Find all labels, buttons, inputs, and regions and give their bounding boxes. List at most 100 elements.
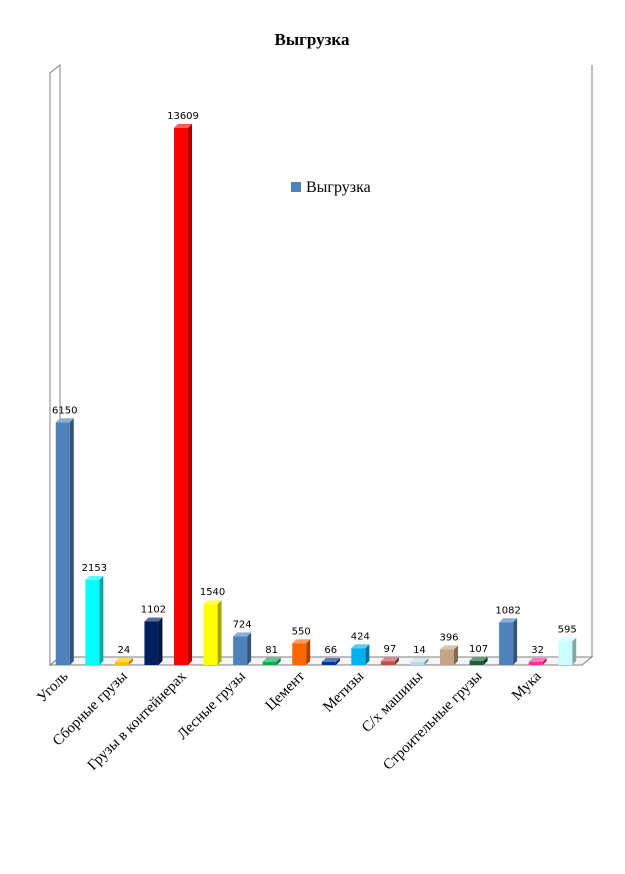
bar-side	[247, 632, 252, 665]
data-label: 107	[469, 644, 488, 655]
bar	[440, 645, 458, 665]
bar-top	[262, 657, 281, 662]
bar-side	[483, 656, 488, 665]
bar-side	[394, 657, 399, 665]
data-label: 14	[413, 645, 426, 656]
data-label: 1082	[495, 605, 520, 616]
bar-top	[233, 632, 252, 637]
legend: Выгрузка	[291, 179, 371, 196]
bar-top	[292, 639, 311, 644]
data-labels-group: 6150 2153 24 1102 13609 1540 724 81 550 66 424 97 14…	[52, 111, 577, 656]
category-label: Уголь	[34, 668, 71, 705]
bar-side	[306, 639, 311, 665]
bar-side	[217, 600, 222, 665]
bar	[262, 657, 281, 665]
bar-front	[321, 662, 336, 665]
bar-side	[69, 418, 74, 665]
bar-front	[292, 643, 307, 665]
data-label: 81	[265, 645, 278, 656]
bar-side	[513, 618, 518, 665]
bar	[321, 658, 340, 665]
chart-walls	[48, 63, 594, 667]
bar	[499, 618, 518, 665]
data-label: 424	[351, 631, 370, 642]
bar-top	[114, 658, 133, 662]
legend-swatch	[291, 182, 301, 192]
data-label: 595	[558, 625, 577, 636]
bar	[410, 658, 429, 665]
data-label: 550	[292, 626, 311, 637]
bar	[558, 637, 577, 665]
bar-front	[410, 662, 425, 665]
bar-front	[558, 641, 573, 665]
data-label: 32	[531, 645, 544, 656]
category-label: Грузы в контейнерах	[85, 668, 191, 774]
bar-side	[276, 657, 281, 665]
bar	[351, 644, 370, 665]
data-label: 2153	[82, 563, 107, 574]
bar-side	[542, 658, 547, 665]
bar-side	[365, 644, 370, 665]
bar-side	[424, 658, 429, 665]
bar-front	[203, 604, 218, 665]
data-label: 13609	[167, 111, 199, 122]
legend-label: Выгрузка	[306, 179, 371, 196]
bar	[380, 657, 399, 665]
bar-front	[114, 662, 129, 665]
bar-top	[55, 418, 74, 423]
data-label: 6150	[52, 405, 77, 416]
bars-group	[55, 123, 577, 665]
bar-front	[528, 662, 543, 665]
bar-top	[321, 658, 340, 662]
bar-front	[440, 649, 454, 665]
bar-top	[144, 617, 163, 622]
bar	[469, 656, 488, 665]
bar	[55, 418, 74, 665]
bar-top	[174, 123, 192, 128]
bar-top	[203, 600, 222, 605]
bar-side	[454, 645, 458, 665]
bar	[292, 639, 311, 665]
category-label: Метизы	[320, 669, 367, 716]
category-label: Строительные грузы	[380, 669, 485, 774]
bar	[528, 658, 547, 665]
bar-front	[174, 127, 188, 665]
chart-title: Выгрузка	[275, 30, 350, 49]
bar-side	[99, 576, 104, 665]
data-label: 24	[118, 645, 131, 656]
category-label: Мука	[509, 668, 545, 704]
bar-front	[469, 660, 484, 665]
data-label: 396	[439, 632, 458, 643]
bar-front	[351, 648, 366, 665]
data-label: 1540	[200, 587, 225, 598]
bar	[85, 576, 104, 665]
bar	[144, 617, 163, 665]
bar	[233, 632, 252, 665]
bar-top	[380, 657, 399, 662]
bar-front	[55, 422, 70, 665]
data-label: 1102	[141, 605, 166, 616]
bar-top	[558, 637, 577, 642]
bar-top	[351, 644, 370, 649]
bar-top	[469, 656, 488, 661]
bar	[114, 658, 133, 665]
bar-side	[335, 658, 340, 665]
bar	[174, 123, 192, 665]
bar-side	[572, 637, 577, 665]
bar-side	[128, 658, 133, 665]
data-label: 66	[324, 645, 337, 656]
bar-front	[499, 622, 514, 665]
data-label: 724	[233, 619, 252, 630]
bar-top	[528, 658, 547, 662]
bar-front	[85, 580, 100, 665]
bar-top	[499, 618, 518, 623]
data-label: 97	[384, 644, 397, 655]
category-label: Цемент	[263, 668, 309, 714]
bar-side	[158, 617, 163, 665]
bar-top	[85, 576, 104, 581]
bar-top	[440, 645, 458, 650]
bar-side	[188, 123, 192, 665]
bar-front	[380, 661, 395, 665]
